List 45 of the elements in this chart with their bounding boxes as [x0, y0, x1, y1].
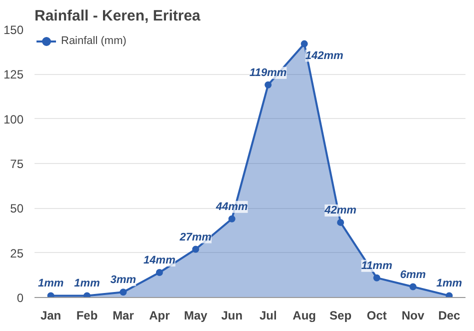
- x-tick-label: Mar: [112, 308, 134, 322]
- point: [264, 81, 272, 88]
- data-label: 14mm: [144, 254, 176, 266]
- y-tick-label: 125: [3, 68, 24, 82]
- data-label: 27mm: [178, 231, 212, 244]
- data-label: 1mm: [74, 278, 100, 290]
- data-label: 3mm: [110, 274, 136, 286]
- y-tick-label: 25: [10, 246, 24, 260]
- x-tick-label: May: [184, 308, 208, 322]
- x-tick-label: Aug: [292, 308, 316, 322]
- y-tick-label: 0: [16, 291, 24, 305]
- data-label: 6mm: [400, 268, 426, 281]
- point: [228, 215, 236, 222]
- point: [84, 292, 91, 298]
- x-tick-label: Nov: [402, 308, 425, 322]
- point: [446, 292, 453, 298]
- legend-label: Rainfall (mm): [61, 35, 126, 47]
- data-label: 42mm: [324, 204, 357, 216]
- data-label: 119mm: [250, 66, 287, 79]
- y-tick-label: 75: [10, 157, 24, 171]
- point: [120, 288, 127, 296]
- point: [47, 292, 54, 298]
- y-tick-label: 100: [3, 112, 24, 126]
- point: [156, 268, 163, 276]
- data-label: 1mm: [38, 278, 64, 290]
- y-tick-label: 50: [10, 202, 24, 216]
- x-tick-label: Dec: [438, 308, 461, 322]
- x-tick-label: Oct: [366, 308, 387, 322]
- point: [337, 218, 344, 226]
- chart-title: Rainfall - Keren, Eritrea: [34, 8, 202, 24]
- x-tick-label: Feb: [76, 308, 98, 322]
- x-tick-label: Jul: [259, 308, 277, 322]
- x-tick-label: Apr: [149, 308, 170, 322]
- x-tick-label: Jan: [40, 308, 62, 322]
- y-tick-label: 150: [3, 23, 24, 37]
- x-tick-label: Sep: [330, 308, 352, 322]
- data-label: 1mm: [436, 278, 462, 290]
- data-label: 11mm: [361, 260, 392, 272]
- data-label: 44mm: [214, 200, 248, 213]
- point: [300, 40, 308, 48]
- point: [409, 283, 416, 290]
- point: [373, 274, 380, 282]
- x-tick-label: Jun: [221, 308, 243, 322]
- data-label: 142mm: [305, 50, 344, 62]
- point: [192, 246, 200, 253]
